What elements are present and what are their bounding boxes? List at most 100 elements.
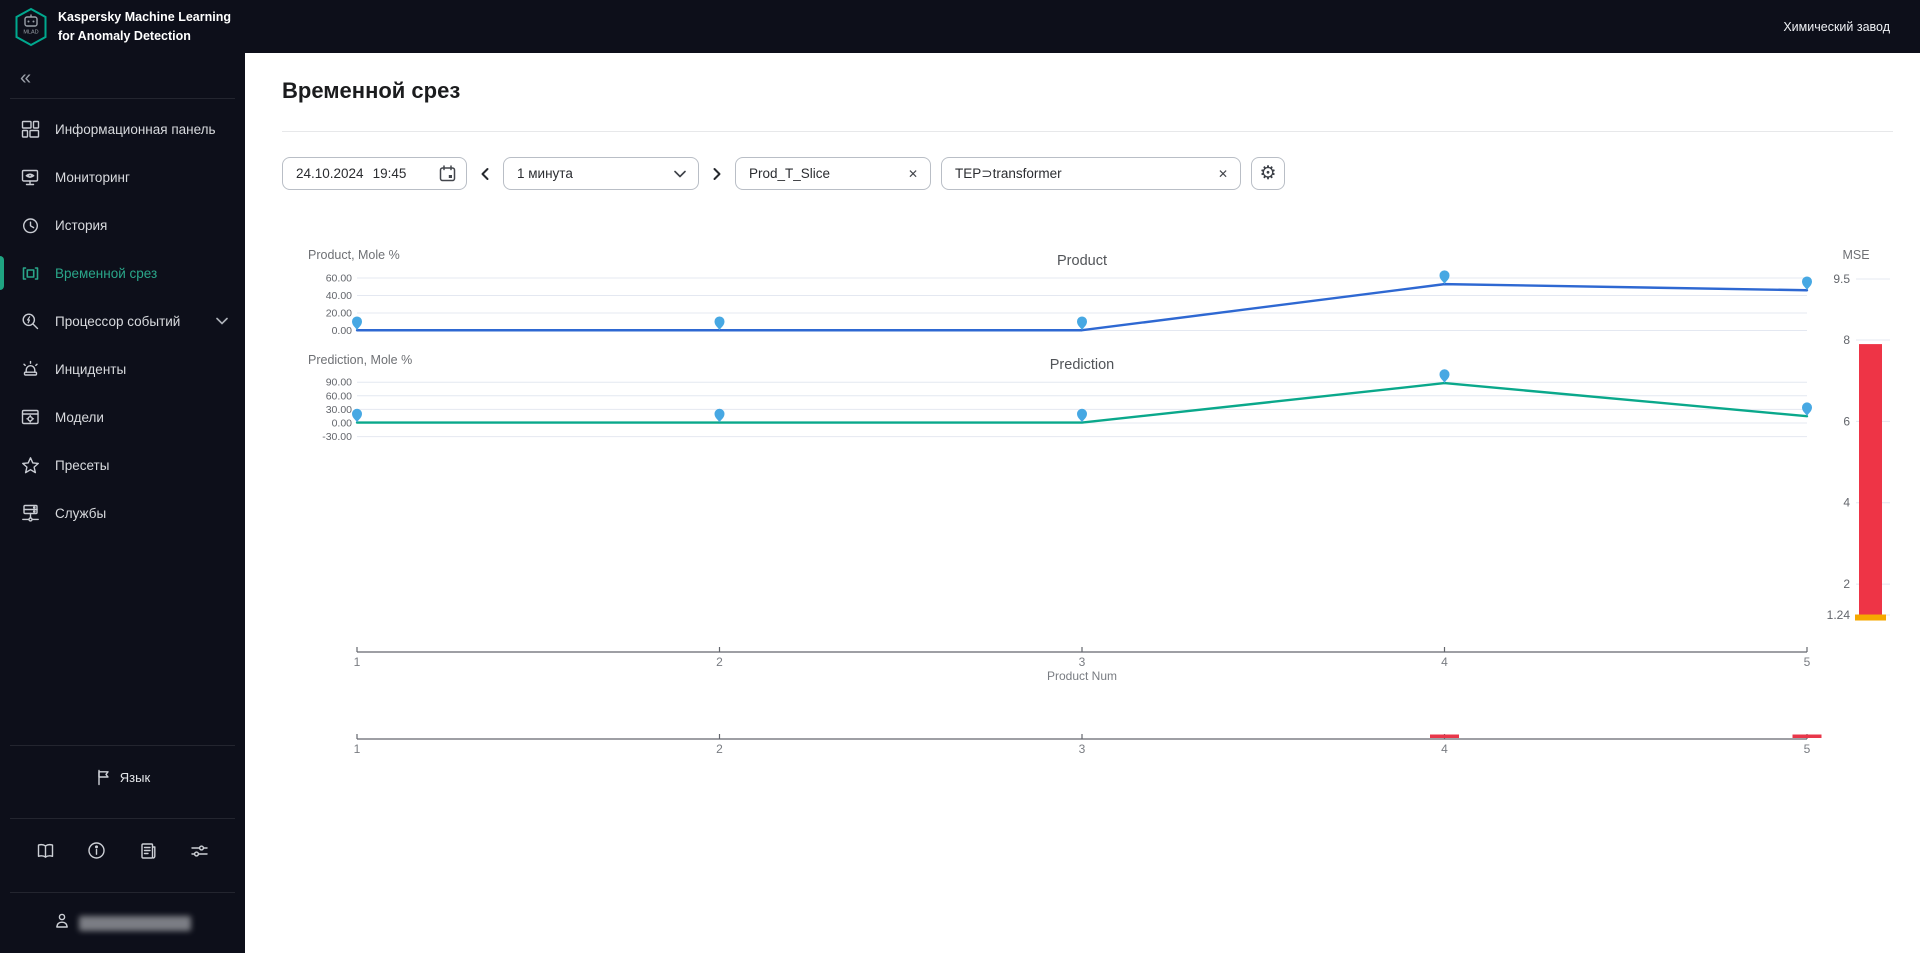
- sidebar-item-services[interactable]: Службы: [0, 489, 245, 537]
- sidebar-item-dashboard[interactable]: Информационная панель: [0, 105, 245, 153]
- svg-text:8: 8: [1843, 333, 1850, 347]
- svg-text:Prediction, Mole %: Prediction, Mole %: [308, 353, 412, 367]
- sidebar-item-presets[interactable]: Пресеты: [0, 441, 245, 489]
- sidebar-item-history[interactable]: История: [0, 201, 245, 249]
- sidebar-footer-icons: [0, 819, 245, 882]
- svg-text:60.00: 60.00: [326, 390, 352, 402]
- monitoring-icon: [21, 168, 40, 187]
- sidebar-collapse-button[interactable]: «: [20, 68, 52, 88]
- dashboard-icon: [21, 120, 40, 139]
- svg-text:6: 6: [1843, 414, 1850, 428]
- chevron-down-icon[interactable]: [216, 317, 228, 325]
- user-email-redacted: [79, 915, 191, 931]
- svg-text:5: 5: [1804, 742, 1811, 756]
- divider: [10, 745, 235, 746]
- tag-tep-transformer: TEP⊃transformer ✕: [941, 157, 1241, 190]
- chevron-down-icon: [674, 166, 686, 181]
- svg-text:Product, Mole %: Product, Mole %: [308, 248, 400, 262]
- incidents-siren-icon: [21, 360, 40, 379]
- time-slice-charts: 60.00 40.00 20.00 0.00 Product, Mole % Produc…: [300, 242, 1893, 777]
- services-server-icon: [21, 504, 40, 523]
- news-icon[interactable]: [135, 838, 162, 864]
- sidebar: « Информационная панель Монитори: [0, 53, 245, 953]
- svg-text:60.00: 60.00: [326, 273, 352, 285]
- tag-label: TEP⊃transformer: [955, 165, 1062, 181]
- tag-prod-t-slice: Prod_T_Slice ✕: [735, 157, 931, 190]
- svg-text:20.00: 20.00: [326, 308, 352, 320]
- svg-text:-30.00: -30.00: [322, 431, 352, 443]
- app-title: Kaspersky Machine Learning for Anomaly D…: [58, 10, 231, 43]
- svg-text:Product: Product: [1057, 253, 1107, 269]
- documentation-book-icon[interactable]: [32, 838, 59, 864]
- date-value: 24.10.2024: [296, 166, 364, 181]
- svg-text:1.24: 1.24: [1827, 608, 1851, 622]
- svg-text:2: 2: [716, 655, 723, 669]
- top-header: MLAD Kaspersky Machine Learning for Anom…: [0, 0, 1920, 53]
- divider: [282, 131, 1893, 132]
- svg-text:3: 3: [1079, 742, 1086, 756]
- language-label: Язык: [119, 769, 151, 785]
- svg-text:Product Num: Product Num: [1047, 669, 1117, 683]
- chevron-left-icon: [481, 167, 489, 180]
- svg-text:0.00: 0.00: [332, 325, 353, 337]
- interval-select[interactable]: 1 минута: [503, 157, 699, 190]
- divider: [10, 98, 235, 99]
- svg-text:5: 5: [1804, 655, 1811, 669]
- settings-sliders-icon[interactable]: [186, 838, 213, 864]
- history-clock-icon: [21, 216, 40, 235]
- svg-text:40.00: 40.00: [326, 290, 352, 302]
- svg-text:1: 1: [354, 655, 361, 669]
- svg-text:3: 3: [1079, 655, 1086, 669]
- language-button[interactable]: Язык: [0, 746, 245, 808]
- page-title: Временной срез: [282, 78, 461, 103]
- svg-text:Prediction: Prediction: [1050, 357, 1114, 373]
- svg-text:4: 4: [1441, 655, 1448, 669]
- step-back-button[interactable]: [477, 164, 493, 184]
- remove-tag-icon[interactable]: ✕: [1217, 166, 1228, 181]
- sidebar-item-time-slice[interactable]: Временной срез: [0, 249, 245, 297]
- svg-text:1: 1: [354, 742, 361, 756]
- user-account[interactable]: [0, 893, 245, 953]
- svg-text:4: 4: [1843, 496, 1850, 510]
- divider: [10, 818, 235, 819]
- about-info-icon[interactable]: [83, 837, 110, 864]
- tenant-name[interactable]: Химический завод: [1783, 19, 1890, 34]
- app-brand: MLAD Kaspersky Machine Learning for Anom…: [0, 7, 245, 47]
- sidebar-nav: Информационная панель Мониторинг История: [0, 105, 245, 537]
- svg-text:0.00: 0.00: [332, 418, 353, 430]
- sidebar-item-models[interactable]: Модели: [0, 393, 245, 441]
- models-icon: [21, 408, 40, 427]
- event-processor-icon: [21, 312, 40, 331]
- sidebar-item-incidents[interactable]: Инциденты: [0, 345, 245, 393]
- svg-text:30.00: 30.00: [326, 404, 352, 416]
- kaspersky-mlad-logo: MLAD: [13, 7, 49, 47]
- time-value: 19:45: [372, 166, 407, 181]
- svg-text:2: 2: [1843, 577, 1850, 591]
- sidebar-item-monitoring[interactable]: Мониторинг: [0, 153, 245, 201]
- presets-star-icon: [21, 456, 40, 475]
- user-icon: [54, 912, 70, 934]
- divider: [10, 892, 235, 893]
- active-indicator: [0, 256, 4, 290]
- svg-text:2: 2: [716, 742, 723, 756]
- time-slice-icon: [21, 264, 40, 283]
- svg-text:90.00: 90.00: [326, 377, 352, 389]
- gear-icon: ⚙: [1259, 163, 1277, 184]
- chart-settings-button[interactable]: ⚙: [1251, 157, 1285, 190]
- interval-value: 1 минута: [517, 166, 573, 181]
- tag-label: Prod_T_Slice: [749, 166, 831, 181]
- datetime-picker[interactable]: 24.10.2024 19:45: [282, 157, 467, 190]
- step-forward-button[interactable]: [709, 164, 725, 184]
- chevron-right-icon: [713, 167, 721, 180]
- svg-text:9.5: 9.5: [1833, 272, 1850, 286]
- flag-icon: [95, 769, 111, 786]
- sidebar-item-event-processor[interactable]: Процессор событий: [0, 297, 245, 345]
- calendar-icon: [439, 165, 456, 182]
- svg-text:MLAD: MLAD: [23, 29, 38, 35]
- remove-tag-icon[interactable]: ✕: [907, 166, 918, 181]
- sidebar-footer: Язык: [0, 735, 245, 953]
- svg-text:4: 4: [1441, 742, 1448, 756]
- toolbar: 24.10.2024 19:45 1 минута P: [282, 157, 1893, 190]
- svg-text:MSE: MSE: [1842, 248, 1869, 262]
- main-content: Временной срез 24.10.2024 19:45 1 минута: [245, 53, 1920, 953]
